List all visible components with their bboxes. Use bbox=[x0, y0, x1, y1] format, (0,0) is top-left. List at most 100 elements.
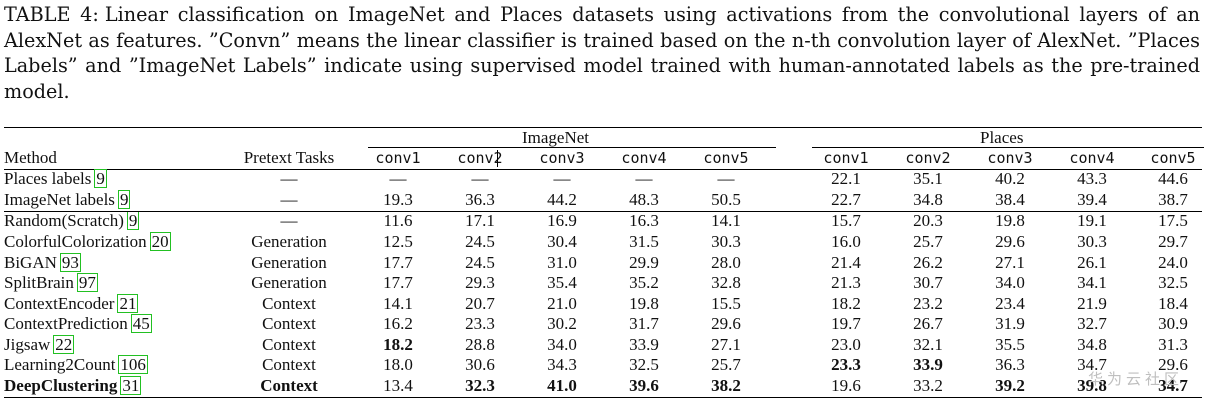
imagenet-conv5-cell: 27.1 bbox=[711, 334, 741, 354]
method-name: ImageNet labels bbox=[4, 190, 115, 209]
caption-label: TABLE 4: bbox=[4, 3, 99, 26]
table-row: ContextEncoder 21 Context 14.1 20.7 21.0 19.8 1… bbox=[0, 293, 1210, 315]
imagenet-conv2-cell: — bbox=[471, 169, 489, 188]
places-conv2-cell: 20.3 bbox=[913, 211, 943, 230]
header-rule bbox=[4, 169, 1202, 170]
table-row: Jigsaw 22 Context 18.2 28.8 34.0 33.9 27.1 23.0 3… bbox=[0, 334, 1210, 356]
places-conv4-cell: 43.3 bbox=[1077, 169, 1107, 188]
imagenet-conv5-cell: 25.7 bbox=[711, 355, 741, 374]
citation-link[interactable]: 9 bbox=[94, 169, 107, 188]
group-rule-imagenet bbox=[368, 147, 776, 148]
method-cell: Learning2Count 106 bbox=[4, 355, 148, 376]
places-conv5-cell: 29.7 bbox=[1158, 232, 1188, 251]
imagenet-conv4-cell: 31.5 bbox=[629, 232, 659, 251]
places-conv2-cell: 32.1 bbox=[913, 334, 943, 354]
places-conv3-cell: 39.2 bbox=[995, 376, 1025, 395]
method-name: Random(Scratch) bbox=[4, 211, 124, 230]
method-name: Learning2Count bbox=[4, 355, 116, 374]
imagenet-conv5-cell: 30.3 bbox=[711, 232, 741, 251]
places-conv3-cell: 27.1 bbox=[995, 252, 1025, 272]
places-conv5-cell: 29.6 bbox=[1158, 355, 1188, 374]
places-conv1-cell: 18.2 bbox=[831, 293, 861, 313]
imagenet-conv3-cell: 30.4 bbox=[547, 232, 577, 251]
imagenet-conv4-cell: 39.6 bbox=[629, 376, 659, 395]
table-row: BiGAN 93 Generation 17.7 24.5 31.0 29.9 28.0 21.… bbox=[0, 252, 1210, 274]
places-conv4-cell: 21.9 bbox=[1077, 293, 1107, 313]
places-conv4-cell: 39.8 bbox=[1077, 376, 1107, 395]
table-row: ColorfulColorization 20 Generation 12.5 24.5… bbox=[0, 232, 1210, 253]
places-conv5-cell: 34.7 bbox=[1158, 376, 1188, 395]
imagenet-conv4-cell: — bbox=[635, 169, 653, 188]
pretext-task-cell: Generation bbox=[251, 232, 327, 251]
header-places-conv2: conv2 bbox=[905, 149, 951, 167]
places-conv1-cell: 15.7 bbox=[831, 211, 861, 230]
places-conv2-cell: 26.2 bbox=[913, 252, 943, 272]
section-rule bbox=[4, 211, 1202, 212]
imagenet-conv2-cell: 17.1 bbox=[465, 211, 495, 230]
pretext-task-cell: Context bbox=[260, 376, 318, 395]
method-name: Places labels bbox=[4, 169, 92, 188]
method-cell: BiGAN 93 bbox=[4, 252, 81, 274]
citation-link[interactable]: 9 bbox=[117, 190, 131, 209]
header-imagenet-conv4: conv4 bbox=[621, 149, 667, 167]
citation-link[interactable]: 106 bbox=[118, 355, 148, 374]
table-row: DeepClustering 31 Context 13.4 32.3 41.0 39.6 3… bbox=[0, 376, 1210, 397]
imagenet-conv1-cell: 18.2 bbox=[383, 334, 413, 354]
method-cell: Places labels 9 bbox=[4, 169, 107, 190]
imagenet-conv3-cell: 21.0 bbox=[547, 293, 577, 313]
citation-link[interactable]: 20 bbox=[149, 232, 171, 251]
places-conv1-cell: 19.7 bbox=[831, 314, 861, 333]
citation-link[interactable]: 22 bbox=[53, 334, 75, 354]
places-conv3-cell: 29.6 bbox=[995, 232, 1025, 251]
table-caption: TABLE 4: Linear classification on ImageNe… bbox=[4, 2, 1200, 104]
imagenet-conv2-cell: 28.8 bbox=[465, 334, 495, 354]
citation-link[interactable]: 9 bbox=[126, 211, 140, 230]
method-cell: SplitBrain 97 bbox=[4, 273, 98, 294]
table-row: SplitBrain 97 Generation 17.7 29.3 35.4 35.2 32… bbox=[0, 273, 1210, 294]
places-conv2-cell: 30.7 bbox=[913, 273, 943, 292]
method-name: ContextPrediction bbox=[4, 314, 128, 333]
imagenet-conv4-cell: 31.7 bbox=[629, 314, 659, 333]
places-conv3-cell: 36.3 bbox=[995, 355, 1025, 374]
citation-link[interactable]: 45 bbox=[130, 314, 152, 333]
table-row: Learning2Count 106 Context 18.0 30.6 34.3 32.5… bbox=[0, 355, 1210, 376]
imagenet-conv4-cell: 48.3 bbox=[629, 190, 659, 209]
method-cell: ContextPrediction 45 bbox=[4, 314, 152, 335]
places-conv5-cell: 24.0 bbox=[1158, 252, 1188, 272]
citation-link[interactable]: 21 bbox=[117, 293, 139, 313]
imagenet-conv1-cell: 18.0 bbox=[383, 355, 413, 374]
imagenet-conv1-cell: 11.6 bbox=[383, 211, 413, 230]
imagenet-conv2-cell: 24.5 bbox=[465, 252, 495, 272]
imagenet-conv4-cell: 32.5 bbox=[629, 355, 659, 374]
header-method: Method bbox=[4, 148, 57, 167]
places-conv2-cell: 35.1 bbox=[913, 169, 943, 188]
bottom-rule bbox=[4, 397, 1202, 399]
places-conv3-cell: 23.4 bbox=[995, 293, 1025, 313]
places-conv1-cell: 21.3 bbox=[831, 273, 861, 292]
places-conv4-cell: 34.8 bbox=[1077, 334, 1107, 354]
imagenet-conv2-cell: 29.3 bbox=[465, 273, 495, 292]
places-conv5-cell: 31.3 bbox=[1158, 334, 1188, 354]
places-conv2-cell: 23.2 bbox=[913, 293, 943, 313]
group-places: Places bbox=[980, 128, 1024, 147]
imagenet-conv3-cell: 16.9 bbox=[547, 211, 577, 230]
method-cell: Random(Scratch) 9 bbox=[4, 211, 140, 232]
method-name: SplitBrain bbox=[4, 273, 74, 292]
method-name: BiGAN bbox=[4, 252, 57, 272]
group-imagenet: ImageNet bbox=[522, 128, 590, 147]
places-conv5-cell: 32.5 bbox=[1158, 273, 1188, 292]
top-rule bbox=[4, 127, 1202, 129]
header-places-conv5: conv5 bbox=[1150, 149, 1196, 167]
pretext-task-cell: Context bbox=[262, 334, 316, 354]
citation-link[interactable]: 31 bbox=[120, 376, 142, 395]
imagenet-conv4-cell: 33.9 bbox=[629, 334, 659, 354]
citation-link[interactable]: 93 bbox=[59, 252, 81, 272]
places-conv5-cell: 17.5 bbox=[1158, 211, 1188, 230]
method-cell: ImageNet labels 9 bbox=[4, 190, 131, 211]
imagenet-conv3-cell: 31.0 bbox=[547, 252, 577, 272]
places-conv4-cell: 34.1 bbox=[1077, 273, 1107, 292]
table-row: ImageNet labels 9 — 19.3 36.3 44.2 48.3 50.5 22.… bbox=[0, 190, 1210, 211]
citation-link[interactable]: 97 bbox=[76, 273, 98, 292]
imagenet-conv1-cell: — bbox=[389, 169, 407, 188]
imagenet-conv1-cell: 19.3 bbox=[383, 190, 413, 209]
